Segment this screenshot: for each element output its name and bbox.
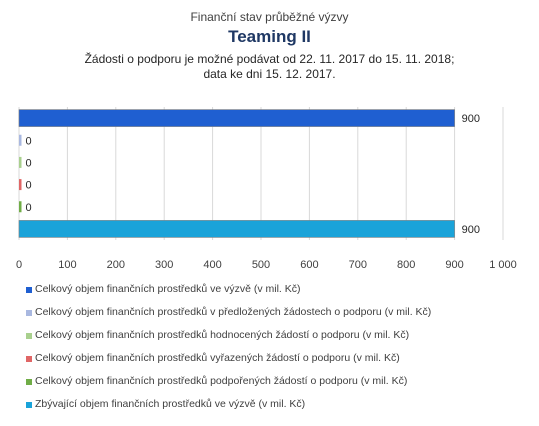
x-tick-label: 1 000 xyxy=(489,259,517,271)
chart-subtitle-line-1: Žádosti o podporu je možné podávat od 22… xyxy=(84,52,455,66)
bars xyxy=(18,109,455,238)
x-tick-label: 500 xyxy=(252,259,270,271)
legend-swatch xyxy=(26,379,32,385)
legend-item-series-4: Celkový objem finančních prostředků vyřa… xyxy=(26,352,536,375)
data-label-series-6: 900 xyxy=(462,224,480,236)
data-label-series-2: 0 xyxy=(26,135,32,147)
legend-swatch xyxy=(26,402,32,408)
x-axis-ticks: 0 100 200 300 400 500 600 700 800 900 1 000 xyxy=(16,259,517,271)
bar-series-6 xyxy=(18,220,455,238)
legend-swatch xyxy=(26,356,32,362)
x-tick-label: 100 xyxy=(58,259,76,271)
chart-title: Teaming II xyxy=(228,27,311,46)
legend-item-series-1: Celkový objem finančních prostředků ve v… xyxy=(26,283,536,306)
x-tick-label: 900 xyxy=(445,259,463,271)
bar-series-3 xyxy=(19,156,22,168)
legend-label: Celkový objem finančních prostředků podp… xyxy=(35,375,408,387)
legend-label: Zbývající objem finančních prostředků ve… xyxy=(35,398,306,410)
bar-series-2 xyxy=(19,134,22,146)
legend-label: Celkový objem finančních prostředků ve v… xyxy=(35,283,301,295)
x-tick-label: 600 xyxy=(300,259,318,271)
data-label-series-5: 0 xyxy=(26,202,32,214)
legend-item-series-5: Celkový objem finančních prostředků podp… xyxy=(26,375,536,398)
legend-label: Celkový objem finančních prostředků vyřa… xyxy=(35,352,400,364)
x-tick-label: 700 xyxy=(349,259,367,271)
x-tick-label: 200 xyxy=(107,259,125,271)
legend-label: Celkový objem finančních prostředků hodn… xyxy=(35,329,410,341)
legend-item-series-3: Celkový objem finančních prostředků hodn… xyxy=(26,329,536,352)
x-tick-label: 400 xyxy=(203,259,221,271)
x-tick-label: 0 xyxy=(16,259,22,271)
legend-swatch xyxy=(26,333,32,339)
data-label-series-4: 0 xyxy=(26,180,32,192)
legend-label: Celkový objem finančních prostředků v př… xyxy=(35,306,432,318)
legend-swatch xyxy=(26,287,32,293)
legend-item-series-6: Zbývající objem finančních prostředků ve… xyxy=(26,398,536,421)
bar-series-4 xyxy=(19,179,22,191)
x-tick-label: 800 xyxy=(397,259,415,271)
x-tick-label: 300 xyxy=(155,259,173,271)
chart-subtitle-line-2: data ke dni 15. 12. 2017. xyxy=(203,67,336,81)
gridlines xyxy=(18,107,504,240)
bar-series-5 xyxy=(19,201,22,213)
data-label-series-1: 900 xyxy=(462,113,480,125)
legend: Celkový objem finančních prostředků ve v… xyxy=(26,283,536,421)
data-label-series-3: 0 xyxy=(26,157,32,169)
data-labels: 900 0 0 0 0 900 xyxy=(26,113,480,236)
chart-supertitle: Finanční stav průběžné výzvy xyxy=(190,10,349,24)
legend-item-series-2: Celkový objem finančních prostředků v př… xyxy=(26,306,536,329)
legend-swatch xyxy=(26,310,32,316)
bar-series-1 xyxy=(18,109,455,127)
